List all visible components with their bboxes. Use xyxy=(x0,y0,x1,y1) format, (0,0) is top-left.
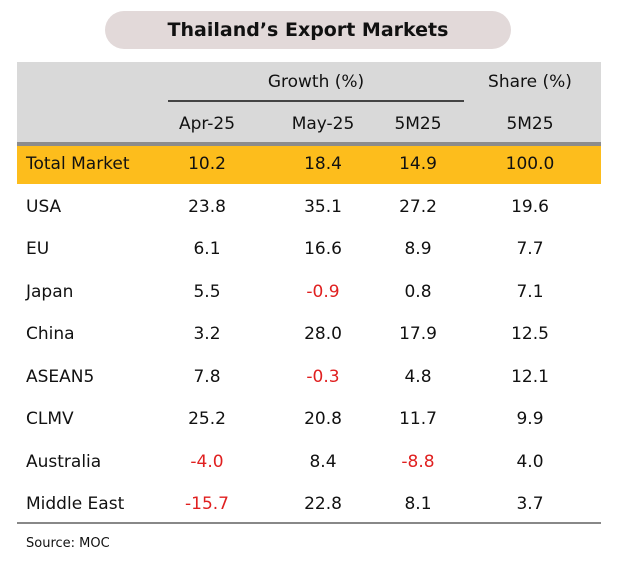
row-label: China xyxy=(26,324,75,344)
table-cell: -8.8 xyxy=(401,451,435,472)
row-label: Total Market xyxy=(26,154,130,174)
table-header xyxy=(17,62,601,142)
table-cell: 3.7 xyxy=(516,494,544,514)
table-cell: 7.7 xyxy=(516,239,544,259)
table-cell: 27.2 xyxy=(399,196,437,217)
row-label: Japan xyxy=(26,281,74,302)
table-cell: 16.6 xyxy=(304,239,342,259)
table-cell: 19.6 xyxy=(511,196,549,217)
table-cell: 20.8 xyxy=(304,409,342,429)
column-header: Apr-25 xyxy=(178,114,236,134)
table-cell: 100.0 xyxy=(505,154,555,174)
share-group-header: Share (%) xyxy=(488,72,572,92)
row-label: CLMV xyxy=(26,409,74,429)
source-note: Source: MOC xyxy=(26,536,110,551)
table-cell: 6.1 xyxy=(193,239,221,259)
table-cell: -4.0 xyxy=(190,451,224,472)
row-label: USA xyxy=(26,196,62,217)
row-label: EU xyxy=(26,239,50,259)
table-cell: 22.8 xyxy=(304,494,342,514)
table-cell: -0.9 xyxy=(306,281,340,302)
table-cell: 4.8 xyxy=(404,366,432,387)
table-cell: 25.2 xyxy=(188,409,226,429)
table-cell: 0.8 xyxy=(404,281,432,302)
table-cell: 7.1 xyxy=(516,281,544,302)
table-cell: 14.9 xyxy=(399,154,437,174)
table-cell: 17.9 xyxy=(399,324,437,344)
table-cell: 18.4 xyxy=(304,154,342,174)
table-cell: 11.7 xyxy=(399,409,437,429)
table-cell: 3.2 xyxy=(193,324,221,344)
growth-group-header: Growth (%) xyxy=(267,72,365,92)
row-label: ASEAN5 xyxy=(26,366,95,387)
table-cell: 4.0 xyxy=(516,451,544,472)
table-cell: 12.1 xyxy=(511,366,549,387)
table-cell: 5.5 xyxy=(193,281,221,302)
total-row-highlight xyxy=(17,146,601,184)
column-header: 5M25 xyxy=(394,114,442,134)
table-cell: 10.2 xyxy=(188,154,226,174)
table-cell: 23.8 xyxy=(188,196,226,217)
column-header: 5M25 xyxy=(506,114,554,134)
table-cell: -15.7 xyxy=(185,494,229,514)
table-cell: 12.5 xyxy=(511,324,549,344)
table-cell: 28.0 xyxy=(304,324,342,344)
row-label: Australia xyxy=(26,451,102,472)
table-cell: 8.4 xyxy=(309,451,337,472)
table-cell: -0.3 xyxy=(306,366,340,387)
table-cell: 8.1 xyxy=(404,494,432,514)
row-label: Middle East xyxy=(26,494,125,514)
column-header: May-25 xyxy=(291,114,355,134)
table-cell: 9.9 xyxy=(516,409,544,429)
table-cell: 7.8 xyxy=(193,366,221,387)
table-bottom-border xyxy=(17,522,601,524)
table-cell: 35.1 xyxy=(304,196,342,217)
table-title: Thailand’s Export Markets xyxy=(105,11,511,49)
header-divider xyxy=(17,142,601,146)
table-cell: 8.9 xyxy=(404,239,432,259)
growth-underline xyxy=(168,100,464,102)
